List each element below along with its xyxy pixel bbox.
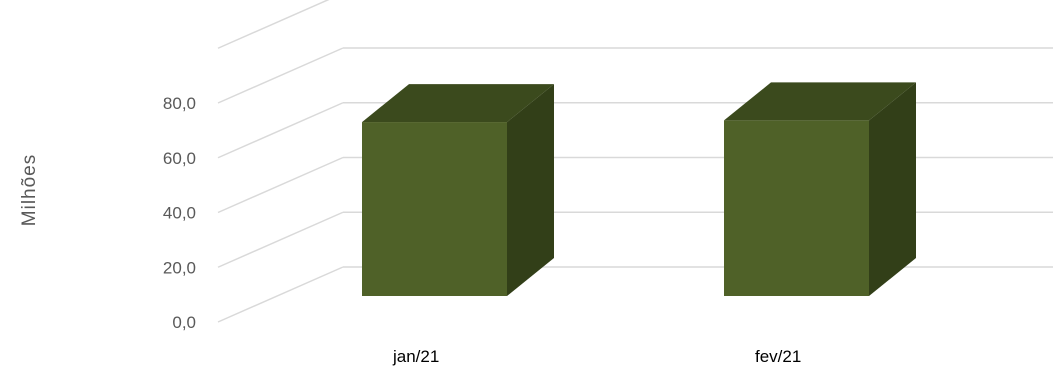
x-tick-label: jan/21 bbox=[392, 347, 439, 366]
gridlines bbox=[217, 0, 1053, 323]
bar-fev/21 bbox=[724, 82, 916, 296]
x-tick-label: fev/21 bbox=[755, 347, 801, 366]
y-tick-label: 80,0 bbox=[163, 94, 196, 113]
bars bbox=[362, 82, 916, 296]
y-axis-title: Milhões bbox=[19, 154, 40, 226]
gridline-diagonal bbox=[217, 102, 344, 159]
gridline-diagonal bbox=[217, 47, 344, 104]
y-tick-label: 60,0 bbox=[163, 149, 196, 168]
bar-front bbox=[724, 120, 869, 296]
bar-side bbox=[869, 82, 916, 296]
x-tick-labels: jan/21 fev/21 bbox=[392, 347, 801, 366]
y-tick-label: 20,0 bbox=[163, 258, 196, 277]
y-tick-label: 40,0 bbox=[163, 204, 196, 223]
y-tick-label: 0,0 bbox=[172, 313, 196, 332]
bar-top bbox=[724, 82, 916, 121]
gridline-diagonal bbox=[217, 266, 344, 323]
bar-front bbox=[362, 122, 507, 296]
gridline-diagonal bbox=[217, 156, 344, 214]
y-tick-labels: 0,0 20,0 40,0 60,0 80,0 bbox=[163, 94, 196, 332]
gridline-diagonal bbox=[217, 211, 344, 268]
bar-side bbox=[507, 84, 554, 296]
gridline-diagonal bbox=[217, 0, 330, 49]
bar-jan/21 bbox=[362, 84, 554, 296]
bar-top bbox=[362, 84, 554, 123]
